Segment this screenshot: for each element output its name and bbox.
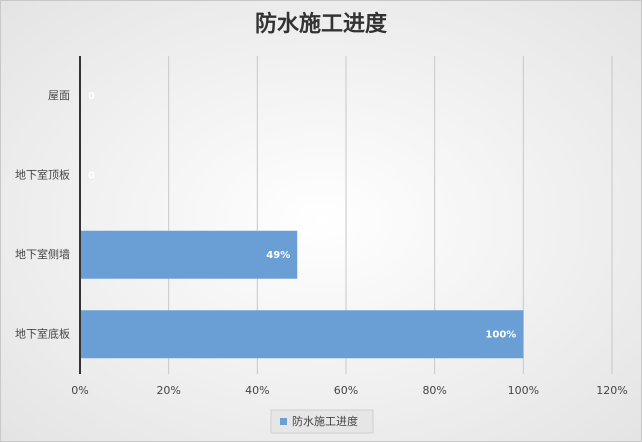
data-label: 49% <box>266 250 290 261</box>
x-tick-label: 20% <box>156 384 180 397</box>
bar <box>80 230 298 279</box>
y-tick-label: 屋面 <box>48 89 70 102</box>
y-tick-label: 地下室底板 <box>15 326 70 340</box>
legend-swatch <box>280 418 287 425</box>
data-label: 0 <box>88 91 95 102</box>
y-tick-label: 地下室顶板 <box>15 167 70 181</box>
x-tick-label: 0% <box>71 384 88 397</box>
x-tick-label: 40% <box>245 384 269 397</box>
legend-box <box>270 409 374 434</box>
bar <box>80 310 524 359</box>
chart-title: 防水施工进度 <box>255 11 388 37</box>
data-label: 0 <box>88 170 95 181</box>
legend: 防水施工进度 <box>270 409 374 434</box>
legend-label: 防水施工进度 <box>292 414 358 428</box>
x-tick-label: 60% <box>334 384 358 397</box>
x-tick-label: 120% <box>596 384 627 397</box>
y-tick-label: 地下室侧墙 <box>15 247 70 261</box>
data-label: 100% <box>485 329 516 340</box>
x-tick-label: 100% <box>508 384 539 397</box>
x-tick-label: 80% <box>422 384 446 397</box>
